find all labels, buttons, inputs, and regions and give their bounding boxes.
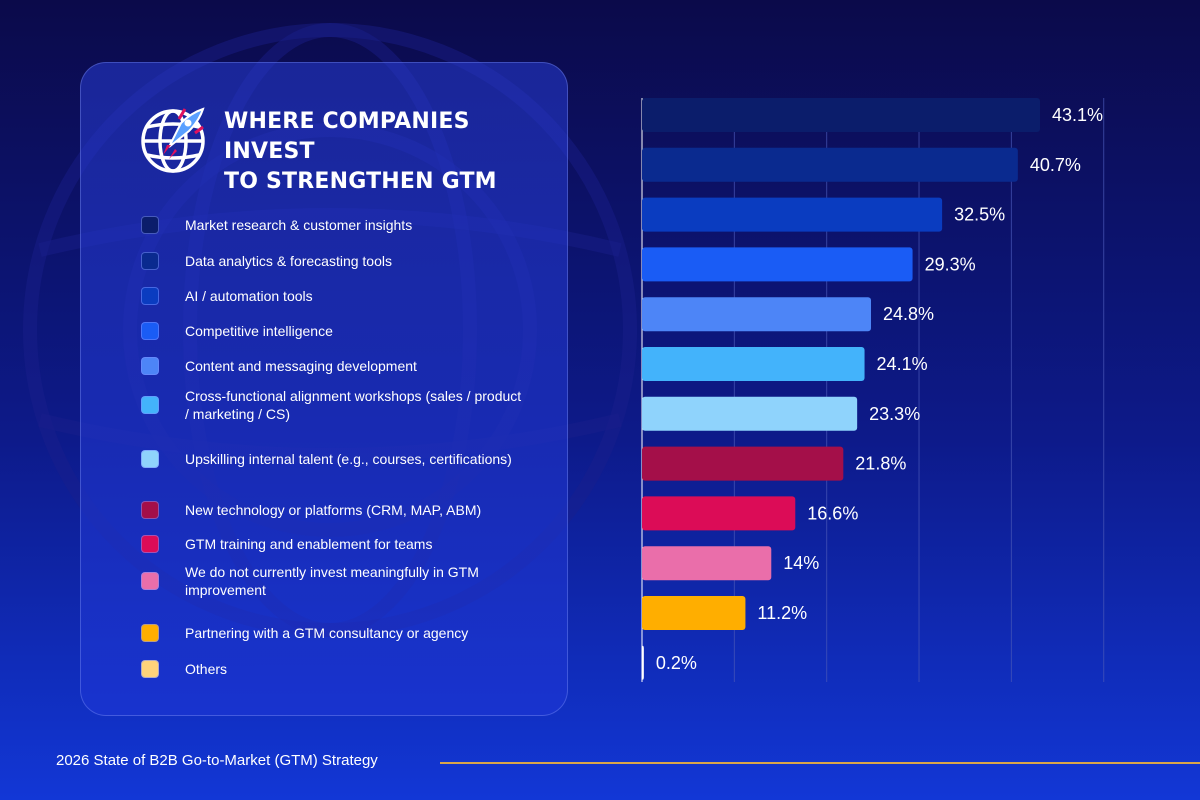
legend-item: We do not currently invest meaningfully … [141,561,541,601]
bar-value-label: 0.2% [656,653,697,673]
legend-item: Partnering with a GTM consultancy or age… [141,613,541,653]
legend: Market research & customer insights Data … [81,63,567,715]
legend-item: Others [141,649,541,689]
legend-label: New technology or platforms (CRM, MAP, A… [185,502,482,518]
legend-item: Cross-functional alignment workshops (sa… [141,385,541,425]
legend-swatch [141,624,159,642]
legend-label: Data analytics & forecasting tools [185,253,392,269]
bar-value-label: 14% [783,553,819,573]
legend-item: Competitive intelligence [141,311,541,351]
legend-item: Data analytics & forecasting tools [141,241,541,281]
title-line-1: WHERE COMPANIES INVEST [224,109,470,164]
bar [642,446,844,481]
legend-item: AI / automation tools [141,276,541,316]
globe-rocket-icon [141,107,205,173]
legend-swatch [141,252,159,270]
bar-value-label: 32.5% [954,205,1005,225]
bar [642,147,1018,182]
bar-value-label: 24.1% [877,354,928,374]
legend-panel: WHERE COMPANIES INVEST TO STRENGTHEN GTM… [80,62,568,716]
legend-item: Upskilling internal talent (e.g., course… [141,439,541,479]
title-line-2: TO STRENGTHEN GTM [224,169,497,194]
bar-value-label: 11.2% [757,603,807,623]
footer-source: 2026 State of B2B Go-to-Market (GTM) Str… [56,752,378,769]
bar [642,496,796,531]
bar-value-label: 21.8% [855,454,906,474]
chart-title: WHERE COMPANIES INVEST TO STRENGTHEN GTM [224,107,544,197]
footer-divider [440,762,1200,764]
legend-label: GTM training and enablement for teams [185,536,433,552]
bar-value-label: 29.3% [925,254,976,274]
legend-swatch [141,322,159,340]
gridlines [641,98,1105,682]
legend-swatch [141,216,159,234]
legend-swatch [141,450,159,468]
legend-item: Market research & customer insights [141,205,541,245]
legend-label: Market research & customer insights [185,217,413,233]
legend-swatch [141,357,159,375]
bar-value-label: 24.8% [883,304,934,324]
legend-item: Content and messaging development [141,346,541,386]
legend-swatch [141,287,159,305]
bar [642,596,746,630]
bar [642,247,913,282]
legend-label: Partnering with a GTM consultancy or age… [185,625,469,641]
bar [642,645,644,680]
legend-label: Competitive intelligence [185,323,333,339]
bar [642,396,858,431]
legend-swatch [141,501,159,519]
bar [642,347,865,381]
bar [642,297,872,332]
legend-swatch [141,572,159,590]
bar-value-label: 23.3% [869,404,920,424]
legend-label: Content and messaging development [185,358,417,374]
bar [642,546,772,581]
legend-swatch [141,535,159,553]
legend-item: GTM training and enablement for teams [141,524,541,564]
legend-label: We do not currently invest meaningfully … [185,564,479,598]
legend-swatch [141,660,159,678]
bar-value-label: 43.1% [1052,105,1103,125]
legend-label: AI / automation tools [185,288,313,304]
legend-label: Cross-functional alignment workshops (sa… [185,388,522,422]
legend-label: Upskilling internal talent (e.g., course… [185,451,512,467]
legend-item: New technology or platforms (CRM, MAP, A… [141,490,541,530]
bar-value-label: 40.7% [1030,155,1081,175]
bar [642,98,1040,132]
bar [642,197,943,232]
legend-label: Others [185,661,228,677]
bar-value-label: 16.6% [807,503,858,523]
legend-swatch [141,396,159,414]
